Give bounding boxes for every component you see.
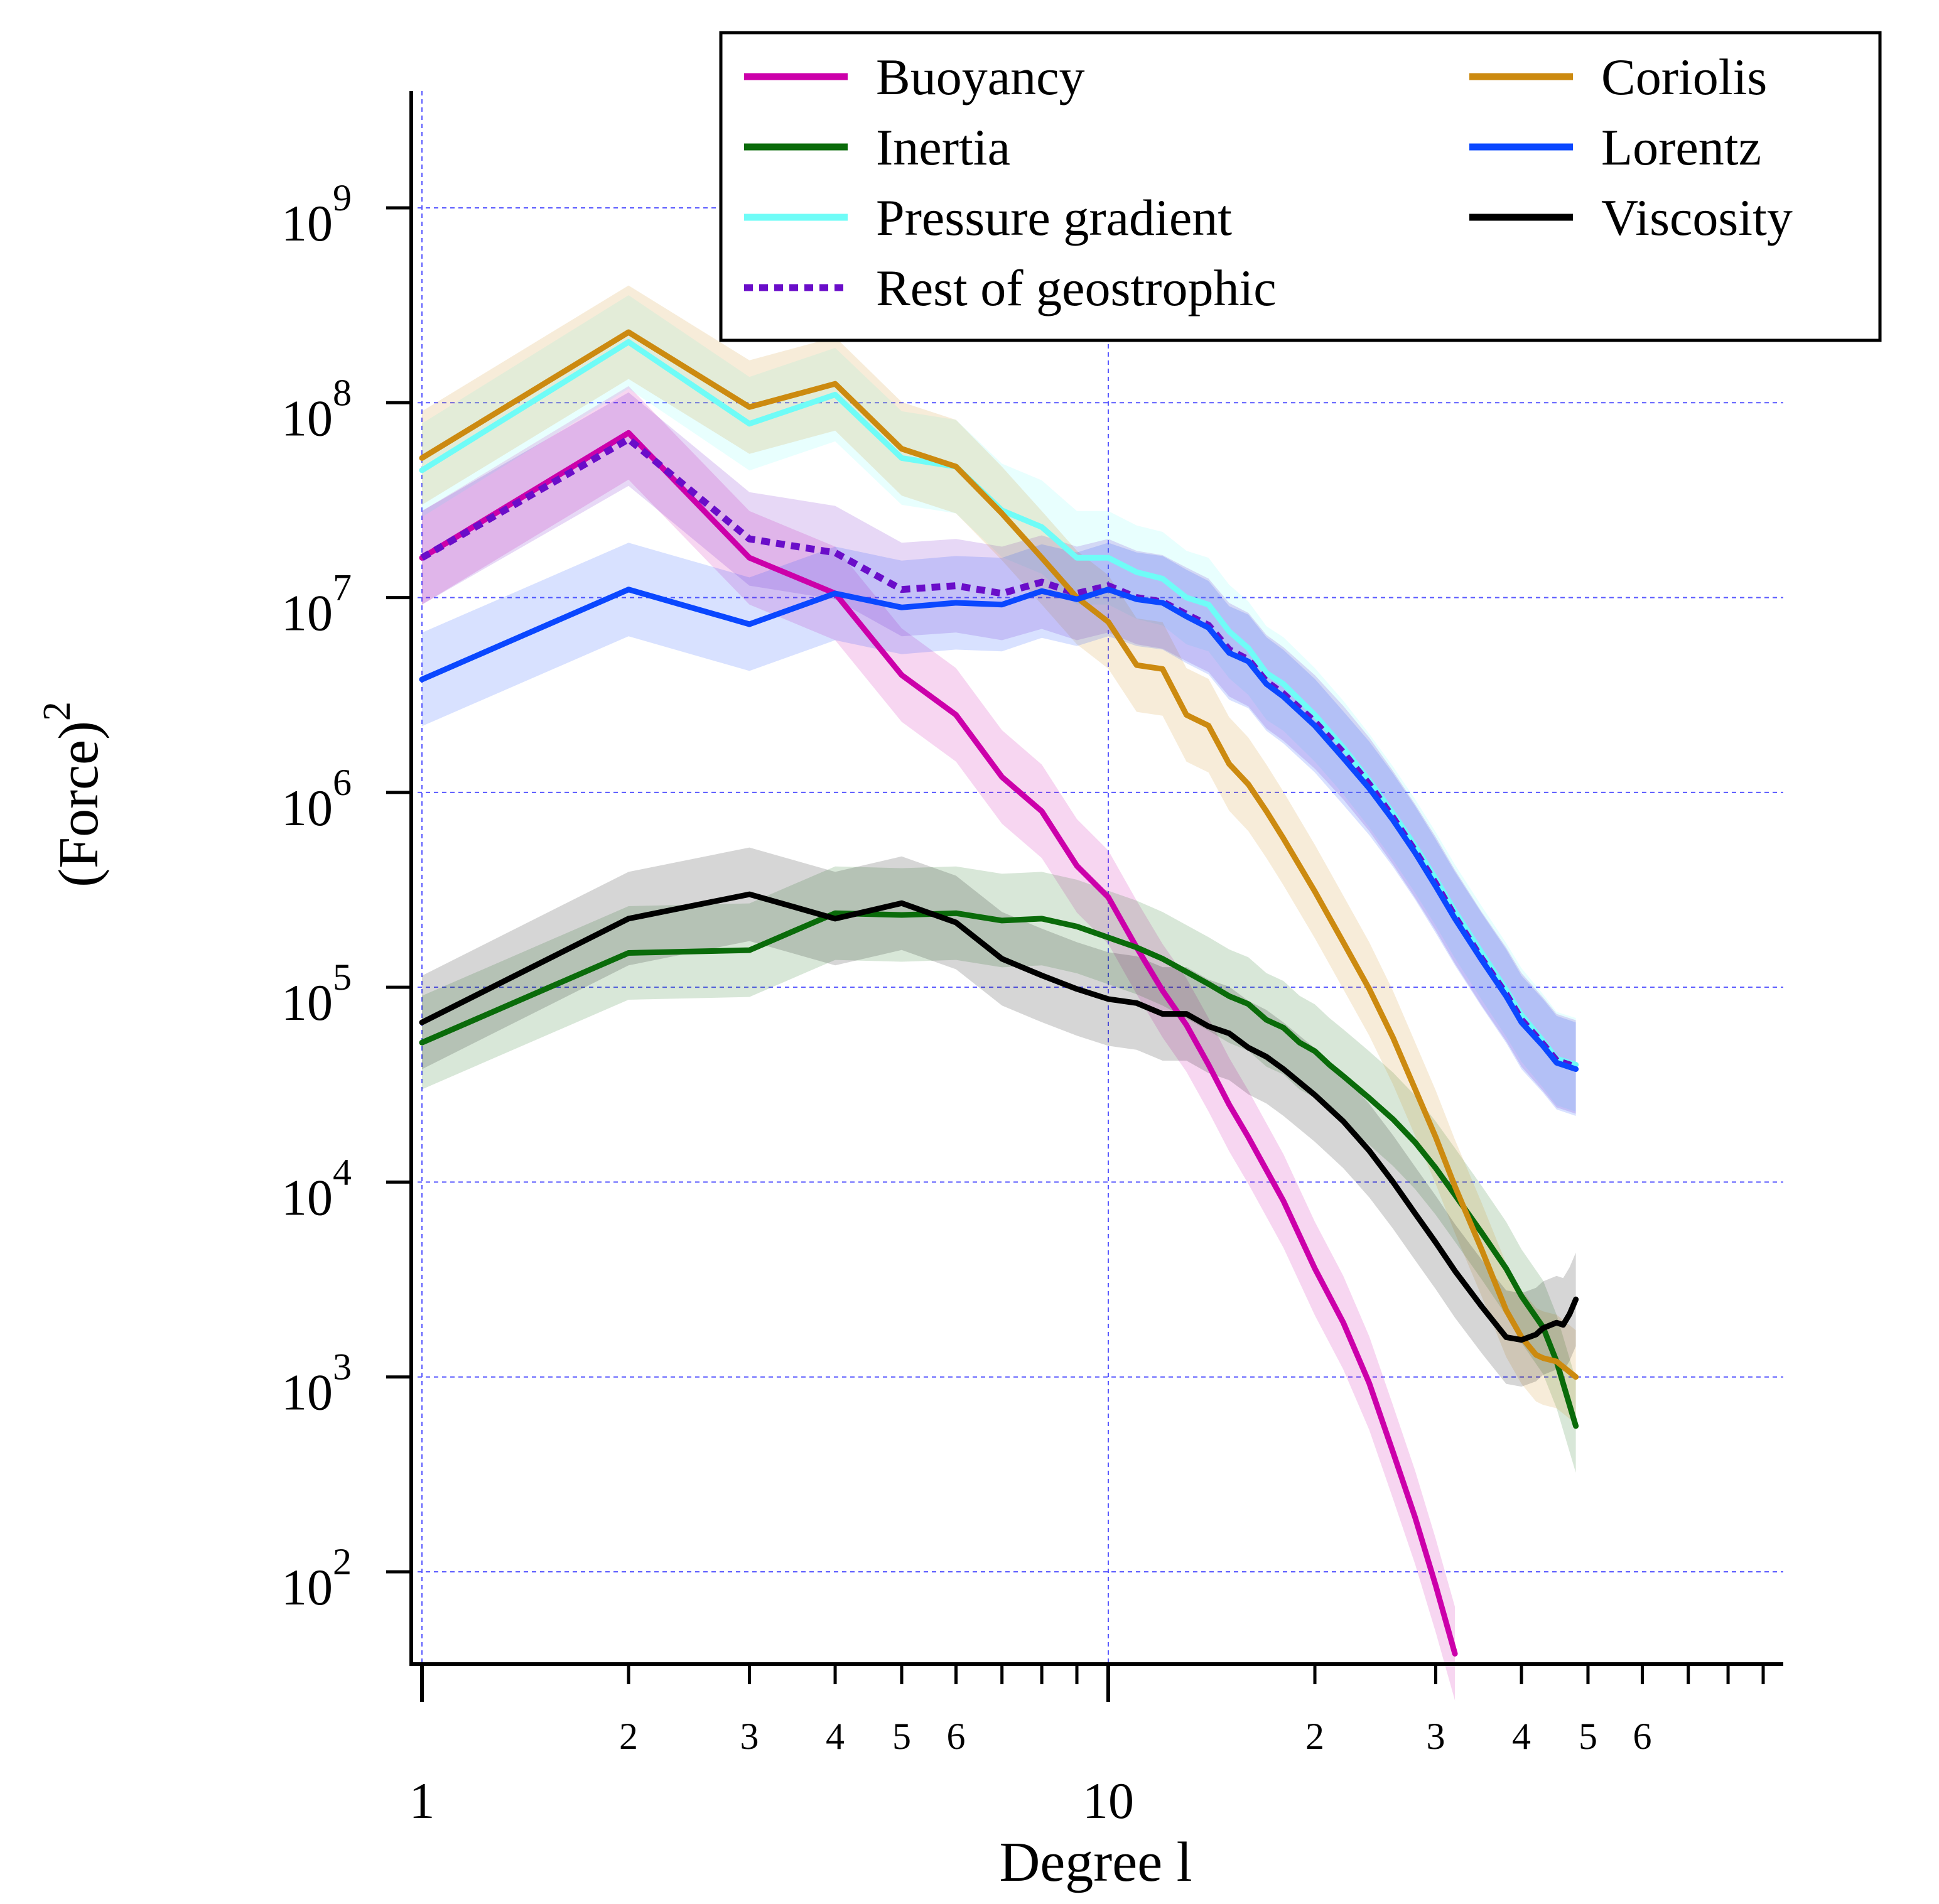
y-tick-label: 105 [281,956,352,1031]
series-line-lorentz [419,587,1579,1072]
x-minor-tick-label: 4 [1512,1716,1531,1757]
y-tick-label: 109 [281,177,352,252]
y-tick-label: 106 [281,762,352,836]
band-buoyancy [422,386,1456,1701]
y-tick-label: 104 [281,1151,352,1226]
legend-label: Viscosity [1601,189,1793,246]
y-tick-label: 103 [281,1346,352,1421]
legend: Buoyancy Inertia Pressure gradient Rest of … [719,31,1882,342]
band-inertia [422,866,1576,1473]
legend-box [719,31,1882,342]
x-minor-tick-label: 5 [1579,1716,1597,1757]
x-major-tick-label: 10 [1083,1772,1134,1829]
legend-entries: Buoyancy Inertia Pressure gradient Rest of … [744,48,1793,316]
x-axis-title: Degree l [999,1831,1192,1893]
x-minor-tick-label: 2 [619,1716,638,1757]
axes [409,91,1783,1666]
x-minor-tick-label: 6 [947,1716,966,1757]
series-line-viscosity [419,891,1579,1343]
y-tick-label: 108 [281,372,352,446]
x-minor-tick-label: 5 [892,1716,911,1757]
y-axis-title-text: (Force) [48,721,110,887]
y-axis-title-exponent: 2 [36,701,78,721]
series-lines [419,329,1579,1657]
series-line-buoyancy [419,430,1458,1657]
legend-label: Buoyancy [876,48,1084,105]
x-minor-tick-label: 3 [1426,1716,1445,1757]
x-minor-tick-label: 6 [1633,1716,1652,1757]
svg-text:(Force)2: (Force)2 [36,701,110,887]
legend-label: Lorentz [1601,119,1761,176]
legend-label: Coriolis [1601,48,1767,105]
series-line-coriolis [419,329,1579,1380]
y-tick-label: 107 [281,567,352,642]
legend-label: Inertia [876,119,1010,176]
x-minor-tick-label: 4 [826,1716,845,1757]
legend-label: Pressure gradient [876,189,1232,246]
legend-label: Rest of geostrophic [876,259,1277,316]
series-line-inertia [419,910,1579,1429]
band-pressure-gradient [422,295,1576,1112]
x-major-tick-label: 1 [409,1772,435,1829]
x-minor-tick-label: 3 [740,1716,759,1757]
y-axis-title: (Force)2 [36,701,110,887]
x-minor-tick-label: 2 [1305,1716,1324,1757]
y-tick-label: 102 [281,1541,352,1616]
